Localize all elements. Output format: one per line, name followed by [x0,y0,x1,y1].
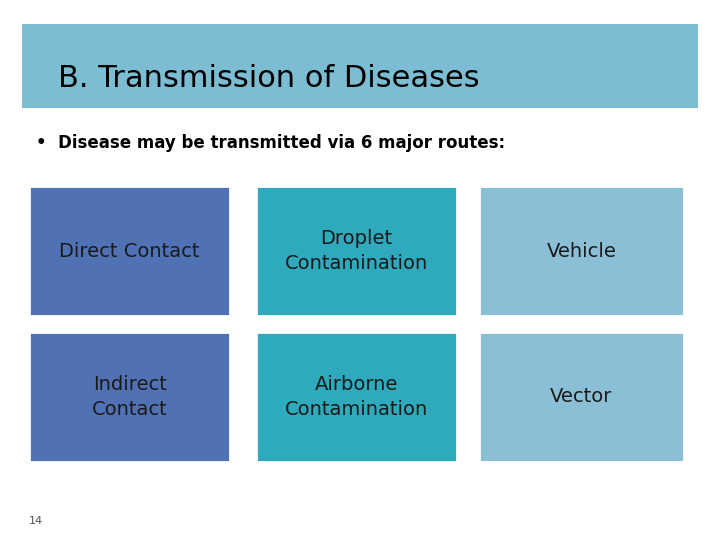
FancyBboxPatch shape [256,332,457,462]
FancyBboxPatch shape [29,332,230,462]
Text: B. Transmission of Diseases: B. Transmission of Diseases [58,64,480,93]
Text: 14: 14 [29,516,43,526]
Text: Airborne
Contamination: Airborne Contamination [285,375,428,419]
Text: Vector: Vector [550,387,613,407]
Text: Vehicle: Vehicle [546,241,616,261]
FancyBboxPatch shape [479,332,684,462]
FancyBboxPatch shape [22,24,698,108]
Text: Indirect
Contact: Indirect Contact [91,375,168,419]
FancyBboxPatch shape [256,186,457,316]
FancyBboxPatch shape [29,186,230,316]
Text: •  Disease may be transmitted via 6 major routes:: • Disease may be transmitted via 6 major… [36,134,505,152]
FancyBboxPatch shape [479,186,684,316]
Text: Direct Contact: Direct Contact [59,241,200,261]
Text: Droplet
Contamination: Droplet Contamination [285,229,428,273]
